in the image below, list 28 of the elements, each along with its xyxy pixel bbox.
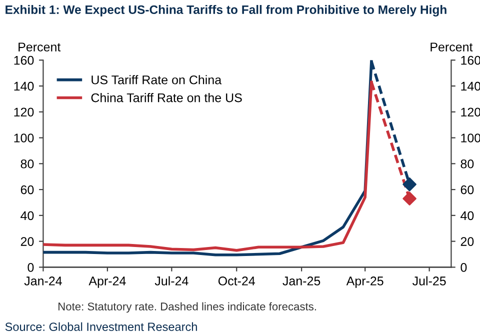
y2-tick-label: 60 bbox=[460, 185, 474, 194]
y-tick-label: 40 bbox=[20, 211, 34, 220]
y2-tick-label: 0 bbox=[460, 263, 467, 272]
x-tick-label: Oct-24 bbox=[218, 276, 256, 286]
text: Note: Statutory rate. Dashed lines indicate forecasts. bbox=[58, 302, 316, 313]
y-tick-label: 160 bbox=[14, 56, 34, 65]
source-note: Source: Global Investment Research bbox=[5, 322, 197, 331]
y-tick-label: 20 bbox=[20, 237, 34, 246]
x-tick-label: Jan-25 bbox=[282, 276, 320, 286]
x-tick-label: Apr-24 bbox=[88, 276, 126, 288]
y2-tick-label: 80 bbox=[460, 159, 474, 168]
y2-tick-label: 40 bbox=[460, 211, 474, 220]
y-tick-label: 120 bbox=[14, 108, 34, 117]
chart-title: Exhibit 1: We Expect US-China Tariffs to Fall from Prohibitive to Merely High bbox=[6, 5, 446, 16]
y-tick-label: 140 bbox=[14, 82, 34, 91]
y-axis-title: Percent bbox=[18, 42, 61, 52]
legend-label: US Tariff Rate on China bbox=[92, 75, 222, 84]
x-tick-label: Jan-24 bbox=[24, 276, 62, 286]
x-tick-label: Apr-25 bbox=[346, 276, 384, 288]
x-tick-label: Jul-25 bbox=[412, 276, 446, 286]
y-tick-label: 60 bbox=[20, 185, 34, 194]
y-tick-label: 80 bbox=[20, 159, 34, 168]
x-tick-label: Jul-24 bbox=[154, 276, 188, 286]
y-tick-label: 0 bbox=[28, 263, 34, 272]
y2-axis-title: Percent bbox=[430, 42, 473, 52]
legend-label: China Tariff Rate on the US bbox=[91, 93, 242, 102]
y-tick-label: 100 bbox=[14, 134, 34, 142]
y2-tick-label: 20 bbox=[460, 237, 474, 246]
